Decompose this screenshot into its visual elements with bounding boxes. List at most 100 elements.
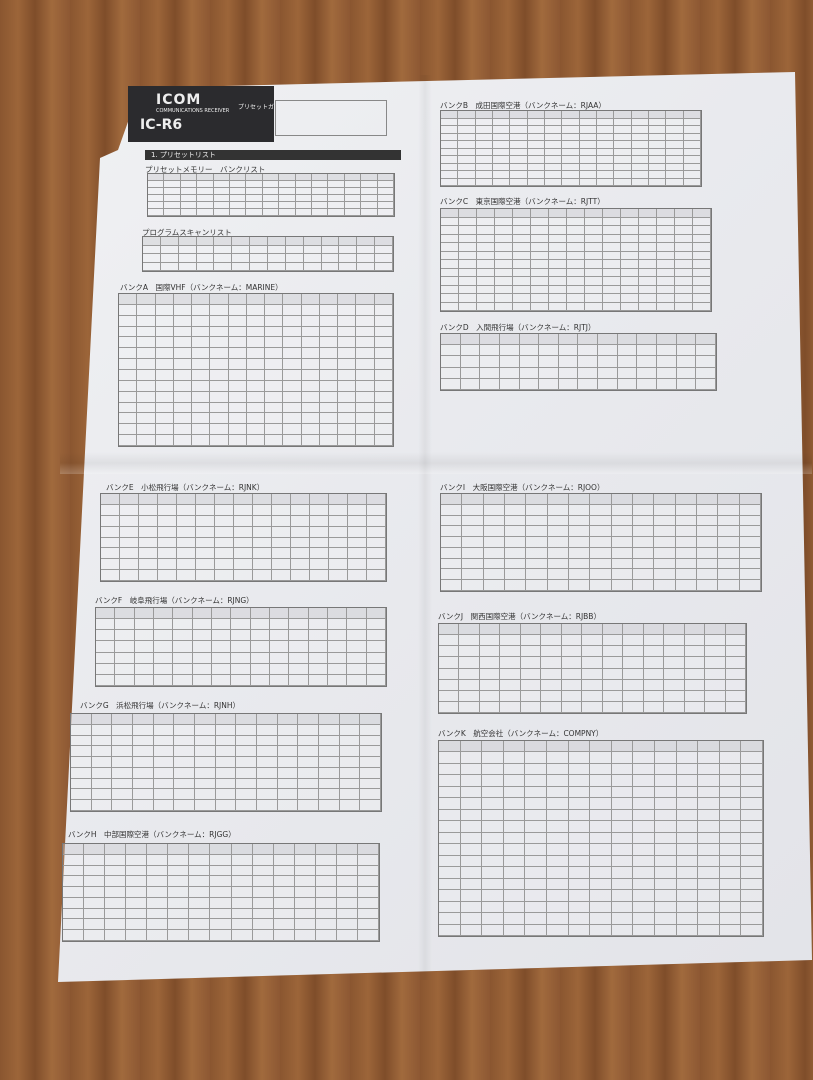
table-cell	[329, 515, 348, 527]
table-cell	[460, 809, 483, 822]
table-cell	[639, 209, 657, 218]
table-cell	[155, 326, 174, 338]
table-cell	[462, 580, 484, 591]
heading-bank-j: バンクJ 関西国際空港（バンクネーム：RJBB）	[438, 612, 601, 621]
table-cell	[137, 326, 156, 338]
table-cell	[519, 334, 540, 346]
table-cell	[347, 619, 367, 631]
table-cell	[246, 188, 263, 195]
table-cell	[253, 559, 272, 571]
table-cell	[493, 178, 511, 186]
heading-bank-c: バンクC 東京国際空港（バンクネーム：RJTT）	[440, 197, 605, 206]
table-cell	[197, 188, 214, 195]
table-cell	[611, 832, 634, 845]
table-cell	[210, 304, 229, 316]
table-cell	[180, 188, 198, 195]
table-cell	[177, 548, 196, 560]
table-cell	[513, 260, 531, 269]
heading-bank-i: バンクI 大阪国際空港（バンクネーム：RJOO）	[440, 483, 605, 492]
table-cell	[234, 570, 253, 581]
table-cell	[301, 380, 320, 392]
table-cell	[356, 369, 375, 381]
table-cell	[611, 924, 634, 936]
table-cell	[569, 580, 591, 591]
table-cell	[265, 337, 284, 349]
model-name: IC-R6	[140, 117, 183, 133]
table-cell	[291, 570, 310, 581]
table-cell	[585, 268, 603, 277]
table-cell	[602, 668, 624, 680]
table-cell	[374, 435, 393, 446]
table-cell	[482, 786, 504, 799]
table-cell	[614, 118, 632, 126]
table-cell	[623, 657, 644, 669]
table-cell	[272, 515, 291, 527]
table-cell	[676, 752, 699, 764]
table-cell	[164, 195, 181, 202]
table-cell	[215, 789, 237, 801]
table-cell	[602, 624, 624, 636]
table-cell	[698, 809, 720, 822]
table-cell	[505, 558, 527, 570]
table-cell	[655, 775, 677, 787]
table-cell	[499, 367, 520, 379]
table-cell	[236, 800, 257, 811]
table-cell	[503, 809, 526, 822]
table-cell	[655, 741, 677, 753]
table-cell	[499, 334, 520, 346]
table-cell	[177, 537, 196, 549]
table-cell	[460, 924, 483, 936]
table-cell	[231, 608, 251, 620]
table-cell	[603, 251, 621, 260]
table-bank-j	[438, 623, 747, 714]
table-cell	[495, 226, 513, 235]
table-cell	[377, 195, 394, 202]
table-cell	[493, 171, 511, 179]
table-cell	[339, 735, 361, 747]
table-cell	[177, 570, 196, 581]
table-cell	[441, 268, 459, 277]
table-cell	[283, 337, 302, 349]
table-cell	[196, 570, 215, 581]
table-cell	[683, 126, 701, 134]
table-cell	[614, 156, 632, 164]
table-cell	[705, 635, 726, 647]
table-cell	[357, 844, 379, 855]
table-cell	[510, 163, 528, 171]
table-cell	[441, 537, 463, 548]
table-cell	[633, 786, 655, 799]
table-cell	[234, 526, 253, 538]
table-cell	[611, 752, 634, 764]
table-cell	[611, 494, 633, 505]
table-cell	[155, 402, 174, 414]
table-cell	[137, 424, 156, 436]
table-cell	[137, 294, 156, 305]
table-cell	[664, 701, 685, 713]
table-cell	[666, 178, 684, 186]
table-cell	[582, 624, 603, 636]
table-cell	[168, 908, 190, 920]
table-cell	[621, 243, 639, 252]
table-cell	[63, 897, 85, 909]
table-cell	[477, 226, 495, 235]
table-cell	[228, 326, 247, 338]
table-cell	[568, 890, 591, 902]
table-cell	[510, 126, 528, 134]
table-cell	[71, 714, 92, 725]
table-cell	[657, 334, 677, 346]
table-cell	[441, 243, 459, 252]
table-cell	[134, 674, 154, 686]
table-cell	[633, 763, 655, 776]
table-cell	[168, 919, 190, 931]
table-cell	[675, 504, 697, 516]
table-cell	[503, 821, 526, 833]
table-cell	[273, 844, 295, 855]
table-cell	[192, 630, 212, 642]
table-cell	[210, 865, 232, 877]
table-cell	[562, 171, 580, 179]
table-cell	[697, 558, 719, 570]
table-cell	[236, 789, 257, 801]
table-cell	[693, 217, 711, 226]
table-cell	[210, 391, 229, 403]
table-cell	[505, 547, 527, 559]
